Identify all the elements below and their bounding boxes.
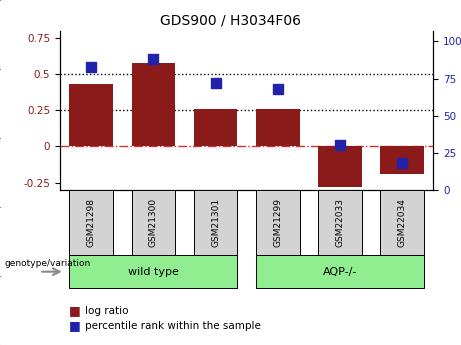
Point (274, 86, 281, 92)
Text: GSM22033: GSM22033 (336, 198, 344, 247)
Text: GSM21301: GSM21301 (211, 198, 220, 247)
Text: GSM22034: GSM22034 (398, 198, 407, 247)
Text: log ratio: log ratio (85, 306, 129, 315)
Text: ■: ■ (69, 304, 81, 317)
Text: wild type: wild type (128, 267, 179, 277)
Bar (380, 147, 424, 174)
Point (398, 160, 406, 166)
Bar (256, 109, 300, 147)
Point (88, 64, 95, 69)
Point (337, 142, 344, 148)
Point (212, 80, 219, 86)
Bar (318, 147, 362, 187)
Text: GDS900 / H3034F06: GDS900 / H3034F06 (160, 14, 301, 28)
Text: AQP-/-: AQP-/- (323, 267, 357, 277)
Text: ■: ■ (69, 319, 81, 333)
Text: GSM21298: GSM21298 (87, 198, 95, 247)
Bar (194, 109, 237, 147)
Bar (131, 63, 175, 147)
Text: GSM21300: GSM21300 (149, 198, 158, 247)
Text: genotype/variation: genotype/variation (5, 258, 91, 268)
Bar (69, 85, 113, 147)
Text: percentile rank within the sample: percentile rank within the sample (85, 321, 261, 331)
Point (149, 57, 157, 62)
Text: GSM21299: GSM21299 (273, 198, 282, 247)
